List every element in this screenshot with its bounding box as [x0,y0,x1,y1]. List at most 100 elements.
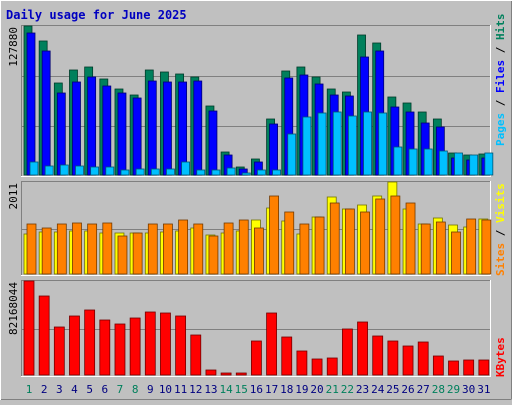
day-axis-labels: 1 2 3 4 5 6 7 8 9 10 11 12 13 14 15 16 17 18 19 20 21 22 23 24 2… [26,383,491,396]
bar-sites-day-23 [360,211,370,275]
bar-sites-day-2 [41,227,52,275]
bar-sites-day-22 [344,208,355,275]
bar-files-day-2 [41,50,51,176]
bar-pages-day-10 [166,168,175,176]
bar-files-day-13 [208,110,218,176]
bar-sites-day-17 [269,195,279,275]
bar-sites-day-19 [299,223,310,275]
bar-kbytes-day-18 [281,336,293,376]
bar-sites-day-10 [163,223,173,275]
y-max-label: 82168044 [7,282,20,335]
legend-separator: / [494,223,507,243]
panel-visits-sites: 2011 Sites / Visits [7,181,507,276]
bar-kbytes-day-27 [417,341,429,376]
bar-kbytes-day-25 [387,340,399,376]
day-label: 5 [86,383,93,396]
bar-pages-day-2 [44,165,54,176]
bar-pages-day-5 [90,166,100,176]
bar-pages-day-21 [332,111,342,176]
bar-kbytes-day-2 [38,295,50,376]
legend-separator: / [494,40,507,60]
bar-kbytes-day-24 [372,335,384,376]
series-kbytes [23,280,490,376]
day-label: 20 [310,383,323,396]
bar-sites-day-6 [102,222,113,275]
bar-sites-day-8 [132,232,143,275]
bar-kbytes-day-17 [266,312,277,376]
bar-files-day-8 [132,97,142,176]
bar-kbytes-day-23 [357,321,368,376]
bar-sites-day-14 [223,222,234,275]
bar-files-day-3 [56,92,66,176]
bar-files-day-10 [163,81,172,176]
bar-sites-day-31 [481,219,492,275]
bar-kbytes-day-30 [463,359,475,376]
bar-kbytes-day-3 [53,326,65,376]
legend-kbytes: KBytes [494,337,507,377]
y-max-label: 2011 [7,183,20,210]
day-label: 10 [159,383,172,396]
day-label: 17 [265,383,278,396]
bar-kbytes-day-29 [448,360,459,376]
y-max-label: 127880 [7,27,20,67]
bar-kbytes-day-15 [235,372,247,376]
bar-sites-day-29 [451,231,461,275]
day-label: 6 [101,383,108,396]
bar-pages-day-27 [423,148,433,176]
bar-pages-day-31 [484,152,494,176]
day-label: 19 [295,383,308,396]
legend-sites: Sites [494,243,507,276]
day-label: 21 [326,383,339,396]
series-sites [26,195,492,275]
bar-kbytes-day-4 [69,315,80,376]
bar-files-day-1 [26,32,36,176]
day-label: 12 [189,383,202,396]
panel-kbytes: 82168044 KBytes [7,280,507,377]
bar-pages-day-16 [257,169,266,176]
bar-sites-day-27 [420,223,431,275]
bar-sites-day-25 [390,195,401,275]
bar-pages-day-18 [287,133,297,176]
bar-pages-day-29 [454,152,463,176]
day-label: 30 [462,383,475,396]
bar-kbytes-day-1 [23,280,35,376]
bar-kbytes-day-16 [251,340,262,376]
bar-kbytes-day-6 [99,319,111,376]
chart-panels: 127880 Pages / Files / Hits 2011 Sites / Vi… [7,14,507,377]
day-label: 1 [26,383,33,396]
bar-pages-day-3 [59,164,69,176]
bar-pages-day-13 [211,169,221,176]
panel-legend: Pages / Files / Hits [494,14,507,147]
bar-files-day-6 [102,85,112,176]
bar-sites-day-9 [147,223,158,275]
bar-files-day-7 [117,92,127,176]
day-label: 4 [71,383,78,396]
day-label: 16 [250,383,263,396]
bar-kbytes-day-5 [84,309,96,376]
bar-pages-day-1 [29,161,39,176]
chart-title: Daily usage for June 2025 [6,8,187,22]
bar-files-day-11 [178,81,188,176]
day-label: 14 [219,383,233,396]
bar-pages-day-7 [120,169,130,176]
bar-sites-day-21 [329,202,340,275]
bar-pages-day-9 [150,168,160,176]
bar-pages-day-12 [196,169,206,176]
bar-sites-day-7 [117,235,128,275]
panel-hits-files-pages: 127880 Pages / Files / Hits [7,14,507,177]
bar-sites-day-11 [178,219,189,275]
bar-pages-day-30 [469,154,479,176]
bar-sites-day-20 [314,216,325,275]
day-label: 2 [41,383,48,396]
panel-legend: Sites / Visits [494,183,507,276]
bar-pages-day-22 [347,115,357,176]
day-label: 25 [386,383,399,396]
bar-sites-day-24 [375,198,386,275]
bar-kbytes-day-26 [402,345,414,376]
legend-separator: / [494,93,507,113]
bar-pages-day-4 [75,165,84,176]
bar-sites-day-13 [208,235,219,275]
bar-pages-day-14 [226,167,236,176]
series-pages [29,111,494,176]
bar-sites-day-1 [26,223,37,275]
